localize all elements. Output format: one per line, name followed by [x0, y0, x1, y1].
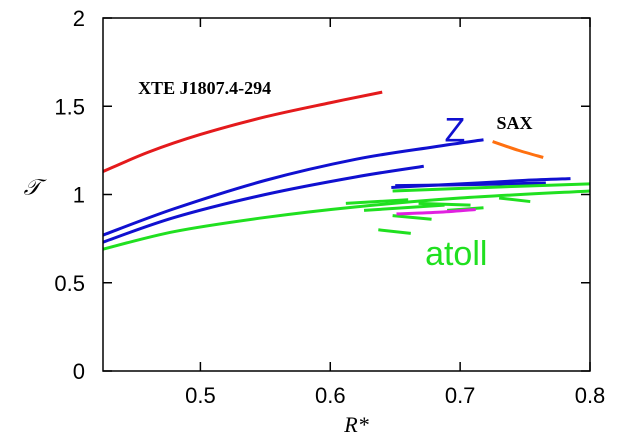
series-line-atoll-10: [392, 214, 432, 221]
series-line-xte-0: [103, 90, 383, 173]
axes: 0.5 0.6 0.7 0.8 0 0.5 1 1.5 2: [54, 6, 605, 408]
annotation-atoll: atoll: [425, 235, 487, 273]
annotations: XTE J1807.4-294 Z SAX atoll: [138, 78, 532, 273]
y-tick-label: 0.5: [54, 271, 85, 296]
series-line-magenta-15: [396, 208, 476, 216]
x-tick-label: 0.5: [185, 383, 216, 408]
y-tick-label: 1: [73, 183, 85, 208]
series-line-atoll-12: [498, 196, 531, 204]
series-line-z-4: [395, 181, 546, 188]
y-axis-label: 𝒯: [24, 175, 48, 200]
annotation-z: Z: [445, 112, 466, 150]
x-tick-label: 0.6: [315, 383, 346, 408]
series-line-z-1: [103, 138, 484, 237]
series-line-atoll-8: [345, 198, 409, 205]
y-tick-label: 0: [73, 359, 85, 384]
y-tick-label: 1.5: [54, 94, 85, 119]
x-axis-label: R*: [343, 412, 368, 437]
annotation-xte-j1807-4-294: XTE J1807.4-294: [138, 78, 271, 98]
plot-area: [103, 90, 590, 251]
y-tick-label: 2: [73, 6, 85, 31]
series-line-sax-5: [492, 140, 544, 159]
x-tick-label: 0.7: [445, 383, 476, 408]
series-line-atoll-6: [103, 189, 590, 251]
series-line-atoll-7: [392, 182, 590, 193]
series-line-atoll-9: [363, 203, 445, 212]
series-line-z-2: [103, 164, 425, 244]
series-line-atoll-11: [418, 201, 471, 207]
annotation-sax: SAX: [496, 113, 532, 133]
series-line-atoll-14: [378, 228, 411, 235]
x-tick-label: 0.8: [575, 383, 606, 408]
